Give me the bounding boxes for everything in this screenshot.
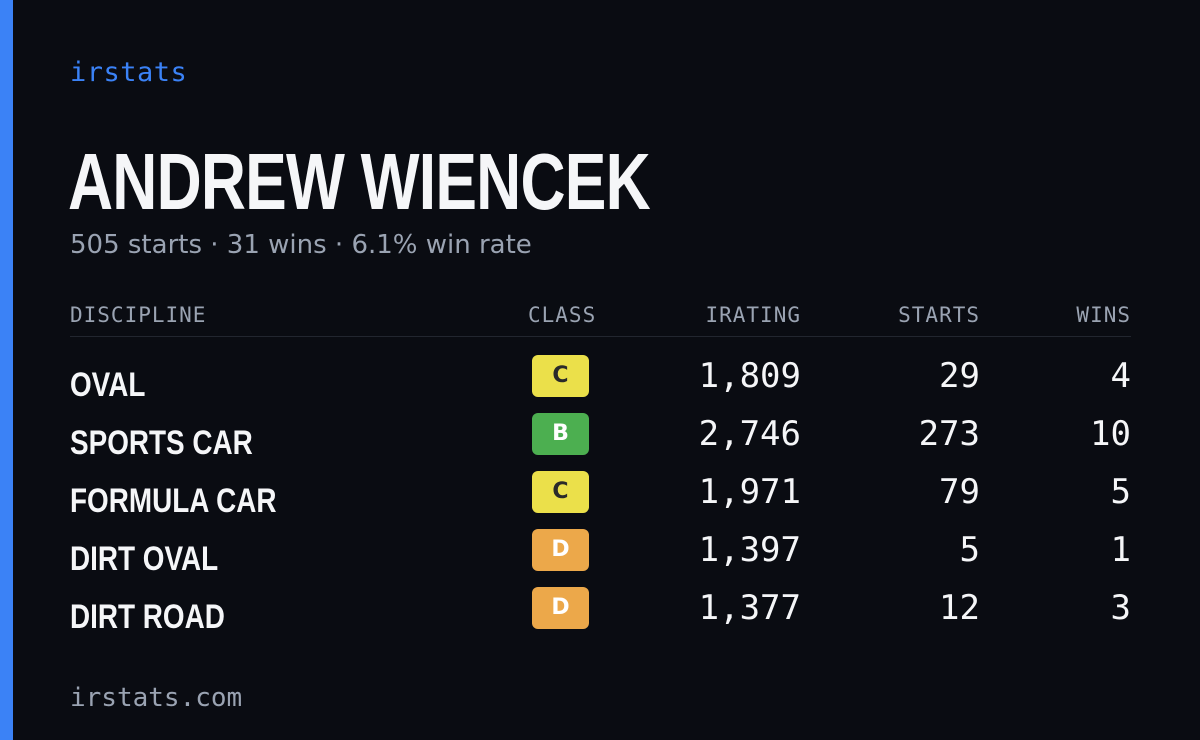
class-badge: B	[532, 413, 589, 455]
accent-bar	[0, 0, 13, 740]
irating-value: 1,809	[698, 356, 801, 396]
wins-value: 4	[1110, 356, 1131, 396]
stats-table: DISCIPLINE CLASS IRATING STARTS WINS OVA…	[70, 296, 1131, 643]
starts-value: 29	[939, 356, 980, 396]
brand-logo[interactable]: irstats	[70, 57, 188, 88]
class-badge: D	[532, 587, 589, 629]
footer-url[interactable]: irstats.com	[70, 683, 243, 713]
irating-value: 1,397	[698, 530, 801, 570]
irating-value: 1,377	[698, 588, 801, 628]
class-badge: D	[532, 529, 589, 571]
irating-value: 2,746	[698, 414, 801, 454]
driver-name: ANDREW WIENCEK	[68, 137, 651, 226]
discipline-name: FORMULA CAR	[70, 482, 277, 520]
wins-value: 10	[1090, 414, 1131, 454]
starts-value: 79	[939, 472, 980, 512]
discipline-name: DIRT OVAL	[70, 540, 219, 578]
header-starts: STARTS	[898, 303, 980, 327]
discipline-name: OVAL	[70, 366, 146, 404]
discipline-name: DIRT ROAD	[70, 598, 225, 636]
discipline-name: SPORTS CAR	[70, 424, 253, 462]
header-class: CLASS	[528, 303, 597, 327]
table-row: DIRT ROAD D 1,377 12 3	[70, 585, 1131, 643]
irating-value: 1,971	[698, 472, 801, 512]
header-wins: WINS	[1076, 303, 1131, 327]
class-badge: C	[532, 471, 589, 513]
wins-value: 5	[1110, 472, 1131, 512]
header-irating: IRATING	[705, 303, 801, 327]
starts-value: 12	[939, 588, 980, 628]
wins-value: 3	[1110, 588, 1131, 628]
class-badge: C	[532, 355, 589, 397]
table-row: SPORTS CAR B 2,746 273 10	[70, 411, 1131, 469]
driver-summary: 505 starts · 31 wins · 6.1% win rate	[70, 230, 532, 260]
table-row: DIRT OVAL D 1,397 5 1	[70, 527, 1131, 585]
header-discipline: DISCIPLINE	[70, 303, 207, 327]
starts-value: 273	[918, 414, 980, 454]
table-header: DISCIPLINE CLASS IRATING STARTS WINS	[70, 296, 1131, 337]
wins-value: 1	[1110, 530, 1131, 570]
table-row: FORMULA CAR C 1,971 79 5	[70, 469, 1131, 527]
starts-value: 5	[959, 530, 980, 570]
table-body: OVAL C 1,809 29 4 SPORTS CAR B 2,746 273…	[70, 337, 1131, 643]
table-row: OVAL C 1,809 29 4	[70, 353, 1131, 411]
